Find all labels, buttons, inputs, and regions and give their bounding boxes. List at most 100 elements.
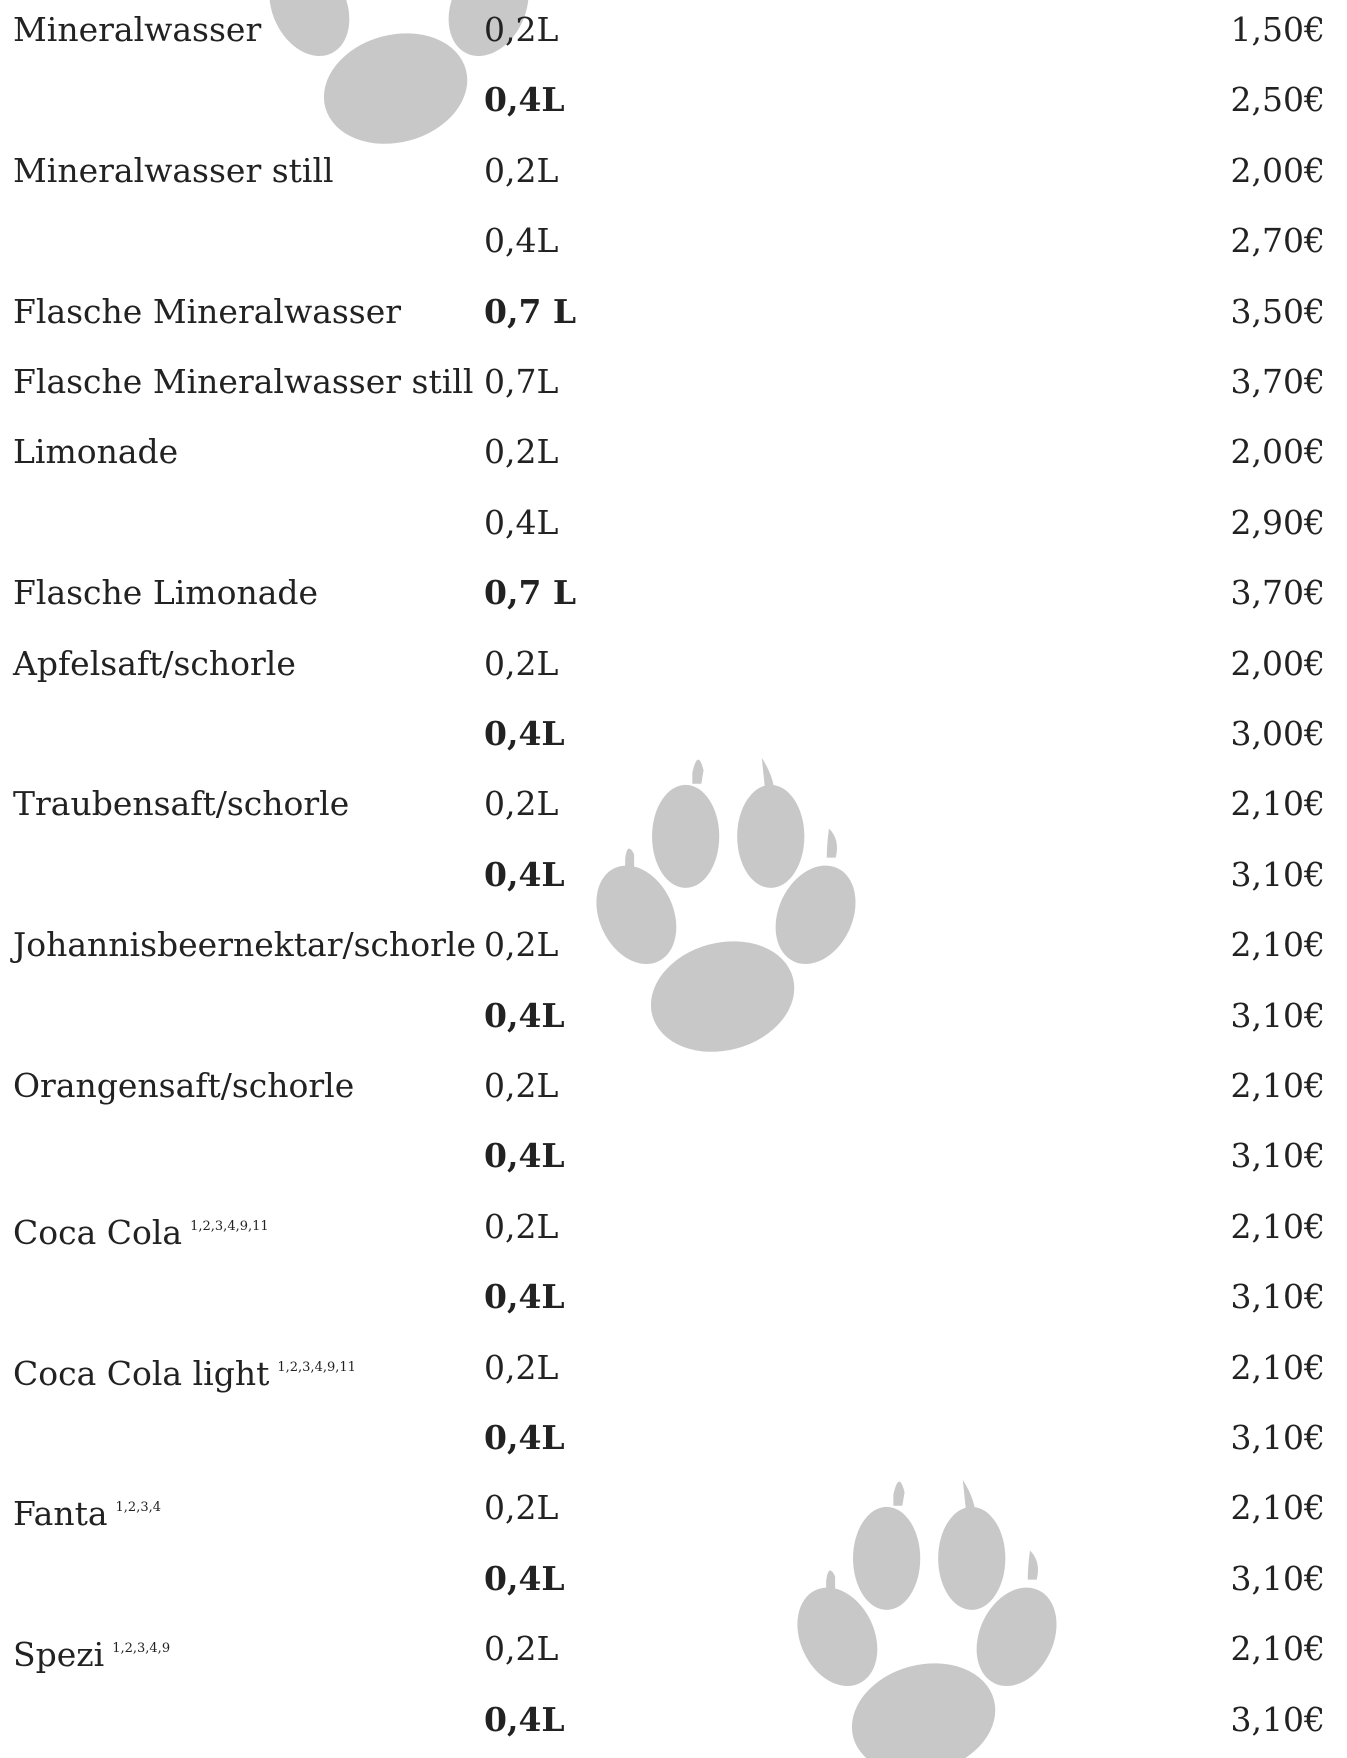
item-name: Orangensaft/schorle [13, 1051, 354, 1121]
item-name-text: Spezi [13, 1635, 105, 1675]
item-name: Flasche Mineralwasser [13, 277, 401, 347]
item-name: Traubensaft/schorle [13, 769, 349, 839]
item-price: 3,10€ [1230, 1558, 1325, 1598]
menu-row: 0,4L 3,10€ [0, 1685, 1347, 1755]
item-size: 0,2L [484, 1206, 559, 1246]
item-name-text: Coca Cola [13, 1212, 183, 1252]
menu-row: Apfelsaft/schorle 0,2L 2,00€ [0, 629, 1347, 699]
menu-row: Fanta 1,2,3,4 0,2L 2,10€ [0, 1473, 1347, 1543]
item-size: 0,7L [484, 362, 559, 401]
item-name-text: Coca Cola light [13, 1353, 270, 1393]
menu-row: Traubensaft/schorle 0,2L 2,10€ [0, 769, 1347, 839]
item-name-text: Flasche Limonade [13, 573, 319, 613]
item-size: 0,2L [484, 1347, 559, 1387]
item-size: 0,7 L [484, 291, 577, 331]
item-size: 0,2L [484, 432, 559, 472]
item-price: 2,00€ [1230, 150, 1325, 190]
item-price: 2,50€ [1230, 80, 1325, 120]
item-price: 3,10€ [1230, 854, 1325, 894]
menu-row: 0,4L 3,10€ [0, 1403, 1347, 1473]
item-size: 0,2L [484, 10, 559, 49]
item-size: 0,4L [484, 1418, 565, 1457]
item-name: Coca Cola light 1,2,3,4,9,11 [13, 1333, 356, 1409]
item-price: 2,10€ [1230, 1347, 1325, 1387]
additive-note: 1,2,3,4,9,11 [190, 1218, 269, 1234]
menu-row: Mineralwasser still 0,2L 2,00€ [0, 136, 1347, 206]
item-size: 0,4L [484, 1699, 565, 1739]
item-name: Flasche Mineralwasser still [13, 347, 473, 417]
item-size: 0,4L [484, 1558, 565, 1598]
menu-row: 0,4L 3,10€ [0, 840, 1347, 910]
item-size: 0,4L [484, 854, 565, 894]
menu-row: Flasche Mineralwasser 0,7 L 3,50€ [0, 277, 1347, 347]
item-price: 3,50€ [1230, 291, 1325, 331]
item-price: 3,10€ [1230, 1699, 1325, 1739]
item-name-text: Flasche Mineralwasser still [13, 362, 474, 401]
item-size: 0,2L [484, 1488, 559, 1528]
item-price: 2,10€ [1230, 1629, 1325, 1669]
menu-row: 0,4L 3,00€ [0, 699, 1347, 769]
additive-note: 1,2,3,4,9,11 [277, 1359, 356, 1375]
item-price: 2,10€ [1230, 1206, 1325, 1246]
item-size: 0,4L [484, 1136, 565, 1176]
menu-row: Coca Cola light 1,2,3,4,9,11 0,2L 2,10€ [0, 1333, 1347, 1403]
item-price: 3,70€ [1230, 362, 1325, 401]
item-name-text: Mineralwasser [13, 10, 262, 49]
item-price: 2,00€ [1230, 643, 1325, 683]
additive-note: 1,2,3,4,9 [112, 1641, 171, 1657]
item-price: 2,10€ [1230, 1066, 1325, 1105]
item-size: 0,4L [484, 995, 565, 1035]
item-size: 0,4L [484, 80, 565, 120]
item-price: 2,10€ [1230, 784, 1325, 824]
item-size: 0,7 L [484, 573, 577, 613]
item-price: 3,00€ [1230, 714, 1325, 753]
item-price: 1,50€ [1230, 10, 1325, 49]
item-name-text: Limonade [13, 432, 179, 472]
item-name-text: Orangensaft/schorle [13, 1066, 355, 1105]
menu-row: Spezi 1,2,3,4,9 0,2L 2,10€ [0, 1614, 1347, 1684]
item-name: Fanta 1,2,3,4 [13, 1473, 161, 1549]
item-size: 0,2L [484, 784, 559, 824]
item-price: 2,00€ [1230, 432, 1325, 472]
item-price: 3,10€ [1230, 1418, 1325, 1457]
item-price: 3,10€ [1230, 995, 1325, 1035]
item-size: 0,4L [484, 502, 559, 542]
item-price: 2,90€ [1230, 502, 1325, 542]
item-name: Coca Cola 1,2,3,4,9,11 [13, 1192, 269, 1268]
item-size: 0,2L [484, 925, 559, 965]
item-name-text: Traubensaft/schorle [13, 784, 350, 824]
menu-row: Coca Cola 1,2,3,4,9,11 0,2L 2,10€ [0, 1192, 1347, 1262]
item-size: 0,2L [484, 150, 559, 190]
menu-row: 0,4L 3,10€ [0, 981, 1347, 1051]
menu-row: 0,4L 3,10€ [0, 1544, 1347, 1614]
item-size: 0,4L [484, 1277, 565, 1317]
item-price: 2,70€ [1230, 221, 1325, 261]
item-name: Flasche Limonade [13, 558, 318, 628]
menu-row: Orangensaft/schorle 0,2L 2,10€ [0, 1051, 1347, 1121]
menu-row: Limonade 0,2L 2,00€ [0, 417, 1347, 487]
item-price: 2,10€ [1230, 1488, 1325, 1528]
item-size: 0,2L [484, 643, 559, 683]
item-name: Mineralwasser [13, 0, 261, 65]
item-name-text: Johannisbeernektar/schorle [13, 925, 476, 965]
item-price: 3,70€ [1230, 573, 1325, 613]
item-name: Johannisbeernektar/schorle [13, 910, 476, 980]
additive-note: 1,2,3,4 [115, 1500, 162, 1516]
item-name-text: Flasche Mineralwasser [13, 291, 402, 331]
menu-row: Flasche Limonade 0,7 L 3,70€ [0, 558, 1347, 628]
item-price: 2,10€ [1230, 925, 1325, 965]
item-name: Limonade [13, 417, 178, 487]
item-price: 3,10€ [1230, 1136, 1325, 1176]
item-name-text: Fanta [13, 1494, 108, 1534]
item-name-text: Mineralwasser still [13, 150, 334, 190]
item-price: 3,10€ [1230, 1277, 1325, 1317]
item-size: 0,2L [484, 1066, 559, 1105]
menu-row: Mineralwasser 0,2L 1,50€ [0, 0, 1347, 65]
menu-row: Flasche Mineralwasser still 0,7L 3,70€ [0, 347, 1347, 417]
item-size: 0,2L [484, 1629, 559, 1669]
item-name: Apfelsaft/schorle [13, 629, 296, 699]
menu-row: 0,4L 3,10€ [0, 1121, 1347, 1191]
item-name-text: Apfelsaft/schorle [13, 643, 296, 683]
menu-row: 0,4L 2,50€ [0, 65, 1347, 135]
